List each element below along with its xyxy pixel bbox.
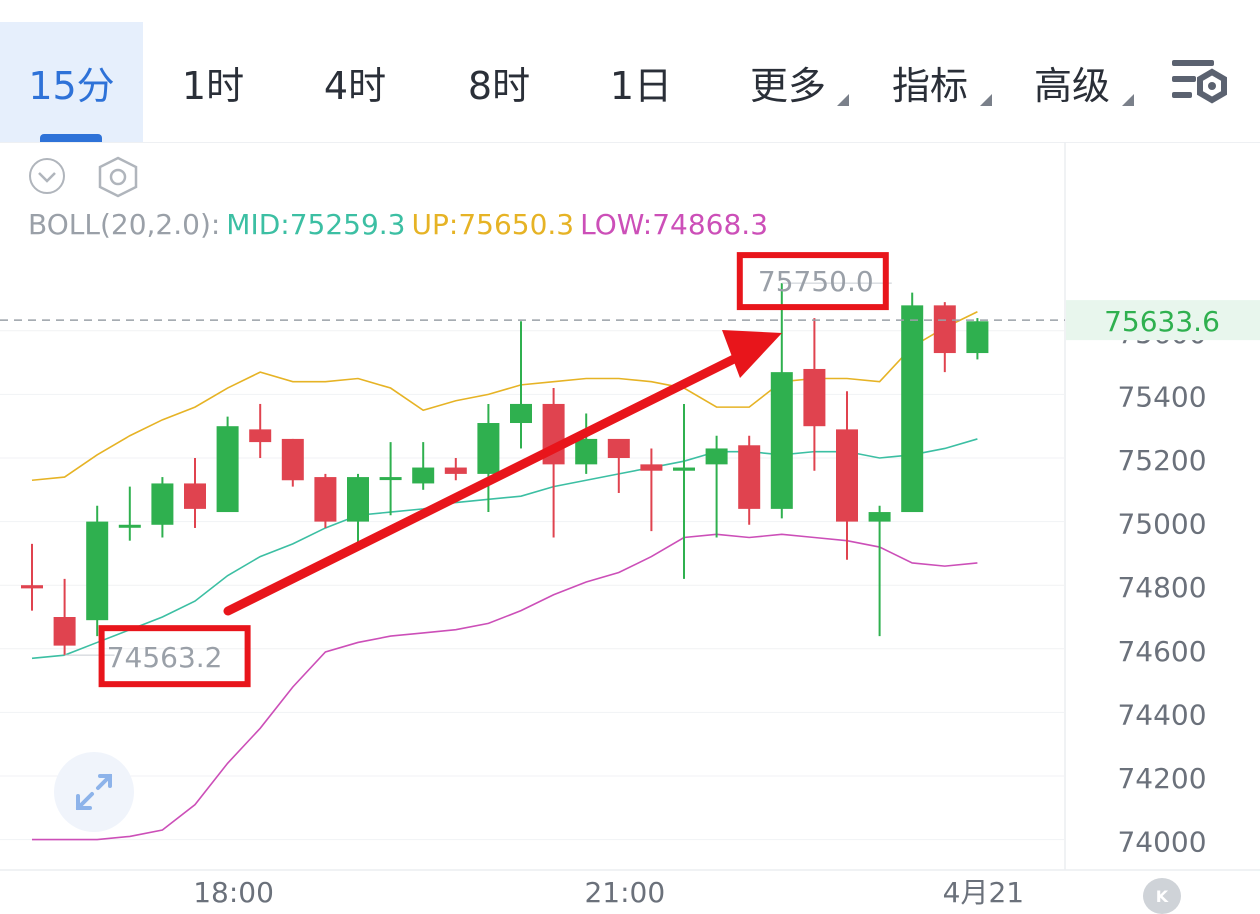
settings-gear-icon[interactable]	[1168, 54, 1234, 110]
x-tick-label: 21:00	[584, 876, 665, 909]
trend-arrow-line	[223, 347, 753, 616]
y-tick-label: 75400	[1117, 380, 1206, 413]
tab-15m[interactable]: 15分	[0, 22, 143, 142]
tab-4h[interactable]: 4时	[290, 22, 420, 142]
advanced-dropdown-icon	[1122, 94, 1134, 106]
candle-body	[542, 403, 565, 465]
candle-body	[901, 305, 924, 513]
candle-body	[86, 521, 109, 621]
candle-body	[281, 438, 304, 481]
boll-low: LOW:74868.3	[580, 208, 769, 241]
tab-label: 8时	[467, 63, 531, 108]
high-price-label: 75750.0	[758, 265, 874, 298]
trend-arrow-head	[722, 330, 782, 378]
current-price-label: 75633.6	[1104, 305, 1220, 338]
y-tick-label: 74200	[1117, 762, 1206, 795]
chevron-down-circle-icon[interactable]	[28, 157, 66, 195]
y-tick-label: 75000	[1117, 508, 1206, 541]
candle-body	[347, 477, 369, 522]
tab-1d[interactable]: 1日	[576, 22, 706, 142]
y-tick-label: 74000	[1117, 826, 1206, 859]
x-tick-label: 18:00	[193, 876, 274, 909]
hexagon-settings-icon[interactable]	[96, 156, 140, 198]
candle-body	[184, 483, 206, 509]
low-price-label: 74563.2	[107, 641, 223, 674]
candle-body	[770, 372, 793, 509]
candle-body	[477, 423, 500, 474]
boll-legend: BOLL(20,2.0): MID:75259.3 UP:75650.3 LOW:74…	[28, 208, 774, 241]
k-logo-icon[interactable]: K	[1143, 878, 1181, 914]
current-price-badge	[1066, 300, 1260, 341]
tab-label: 1时	[181, 63, 245, 108]
tab-label: 4时	[323, 63, 387, 108]
low-annotation-box	[98, 625, 251, 688]
tab-more[interactable]: 更多	[728, 22, 848, 142]
y-tick-label: 75200	[1117, 444, 1206, 477]
boll-upper-line	[31, 311, 978, 482]
candle-body	[738, 445, 761, 509]
expand-arrows-icon[interactable]	[54, 752, 134, 832]
timeframe-tabs: 15分 1时 4时 8时 1日 更多 指标 高级	[0, 0, 1260, 143]
boll-mid: MID:75259.3	[226, 208, 406, 241]
candle-body	[966, 321, 989, 354]
candle-body	[151, 483, 174, 525]
candle-body	[314, 477, 337, 522]
boll-up: UP:75650.3	[411, 208, 575, 241]
candle-body	[249, 429, 272, 443]
tab-label: 15分	[28, 63, 115, 108]
tab-8h[interactable]: 8时	[434, 22, 564, 142]
more-dropdown-icon	[837, 94, 849, 106]
boll-lower-line	[32, 533, 978, 841]
y-tick-label: 74600	[1117, 635, 1206, 668]
tab-advanced[interactable]: 高级	[1012, 22, 1132, 142]
boll-mid-line	[31, 438, 978, 660]
candle-body	[640, 464, 663, 471]
candle-body	[836, 429, 858, 522]
tab-indicators[interactable]: 指标	[870, 22, 990, 142]
candle-body	[444, 467, 467, 474]
candle-body	[53, 617, 76, 646]
tab-label: 高级	[1033, 63, 1110, 108]
candle-body	[510, 403, 532, 424]
active-tab-indicator	[40, 134, 102, 142]
y-tick-label: 74400	[1117, 698, 1206, 731]
tab-1h[interactable]: 1时	[148, 22, 278, 142]
candle-body	[216, 426, 239, 513]
tab-label: 更多	[749, 63, 826, 108]
candle-body	[673, 467, 695, 471]
boll-name: BOLL(20,2.0):	[28, 208, 221, 241]
x-tick-label: 4月21	[943, 876, 1024, 909]
tab-label: 1日	[609, 63, 673, 108]
candle-body	[868, 512, 891, 522]
candle-body	[379, 477, 402, 481]
y-tick-label: 75600	[1117, 317, 1206, 350]
candle-body	[118, 524, 141, 528]
tab-label: 指标	[891, 63, 968, 108]
candle-body	[575, 438, 598, 465]
candle-body	[803, 368, 826, 427]
high-annotation-box	[736, 252, 889, 311]
indicators-dropdown-icon	[980, 94, 992, 106]
candle-body	[705, 448, 728, 465]
candle-body	[607, 438, 630, 458]
candle-body	[21, 585, 43, 589]
candle-body	[412, 467, 435, 484]
candle-body	[933, 305, 956, 354]
y-tick-label: 74800	[1117, 571, 1206, 604]
